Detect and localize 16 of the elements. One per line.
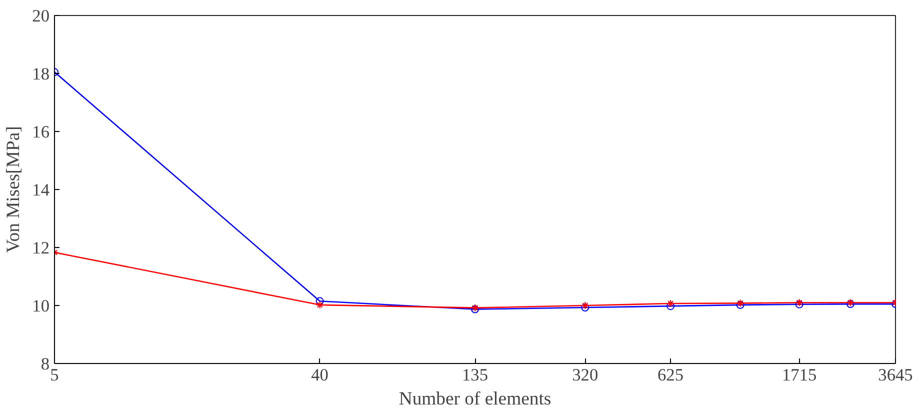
y-tick-label: 18: [32, 64, 50, 84]
y-tick-label: 8: [40, 354, 50, 374]
x-tick-label: 3645: [878, 366, 913, 384]
y-axis-title: Von Mises[MPa]: [3, 126, 24, 253]
x-axis-title: Number of elements: [398, 388, 552, 410]
y-tick-label: 20: [32, 6, 50, 26]
y-tick-label: 10: [32, 296, 50, 316]
x-tick-label: 5: [50, 366, 59, 384]
y-tick-label: 14: [32, 180, 50, 200]
x-tick-label: 135: [462, 366, 488, 384]
y-tick-label: 16: [32, 122, 50, 142]
y-tick-label: 12: [32, 238, 50, 258]
x-tick-label: 320: [572, 366, 598, 384]
x-tick-label: 625: [658, 366, 684, 384]
x-tick-label: 1715: [782, 366, 817, 384]
x-tick-label: 40: [311, 366, 328, 384]
